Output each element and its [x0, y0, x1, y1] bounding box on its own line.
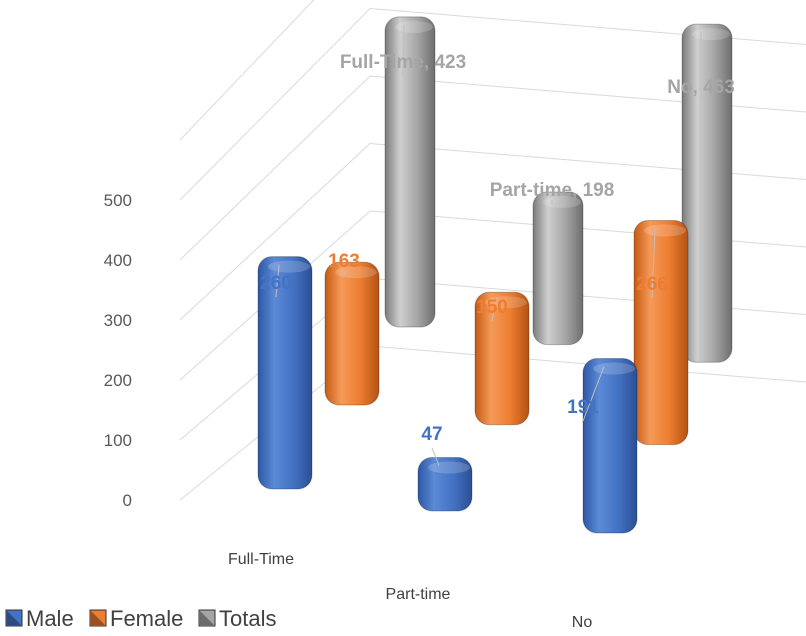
- category-label: No: [572, 614, 593, 631]
- gridline: [179, 7, 806, 201]
- data-label-female: 163: [328, 251, 360, 272]
- bar-male-0: [257, 256, 313, 490]
- bar-male-2: [582, 358, 638, 534]
- leader-line: [402, 24, 405, 77]
- y-tick-label: 0: [123, 491, 132, 510]
- x-axis: Full-Time Part-time No: [228, 551, 592, 631]
- y-axis: 0 100 200 300 400 500: [104, 191, 132, 510]
- y-tick-label: 500: [104, 191, 132, 210]
- data-labels: 260 47 191 163 150 266 Full-Time, 423 Part-time…: [260, 24, 735, 466]
- bar-female-0: [324, 261, 380, 406]
- legend-item-totals: Totals: [198, 606, 276, 631]
- legend-item-male: Male: [5, 606, 74, 631]
- legend-label: Female: [110, 606, 183, 631]
- y-tick-label: 200: [104, 371, 132, 390]
- gridline: [179, 142, 806, 321]
- data-label-female: 150: [476, 297, 508, 318]
- bar-female-1: [474, 291, 530, 426]
- legend-label: Male: [26, 606, 74, 631]
- leader-line: [343, 270, 347, 276]
- bar-totals-1: [532, 191, 584, 346]
- y-tick-label: 400: [104, 251, 132, 270]
- data-label-totals: No, 463: [667, 77, 735, 98]
- y-tick-label: 100: [104, 431, 132, 450]
- bar-male-1: [417, 457, 473, 512]
- data-label-male: 260: [260, 273, 292, 294]
- legend: Male Female Totals: [5, 606, 276, 631]
- plot-area: [257, 16, 733, 534]
- legend-label: Totals: [219, 606, 276, 631]
- legend-item-female: Female: [89, 606, 183, 631]
- leader-line: [651, 228, 656, 299]
- data-label-female: 266: [636, 274, 668, 295]
- bar-totals-2: [681, 23, 733, 363]
- y-tick-label: 300: [104, 311, 132, 330]
- category-label: Full-Time: [228, 551, 294, 568]
- leader-line: [275, 264, 280, 298]
- category-label: Part-time: [386, 586, 451, 603]
- bar-female-2: [633, 219, 689, 446]
- data-label-totals: Part-time, 198: [490, 180, 615, 201]
- gridline: [179, 0, 315, 141]
- data-label-male: 191: [567, 397, 599, 418]
- data-label-totals: Full-Time, 423: [340, 52, 466, 73]
- leader-line: [491, 300, 497, 322]
- gridlines: [179, 0, 806, 501]
- leader-line: [582, 366, 605, 422]
- leader-line: [431, 447, 440, 466]
- bar-totals-0: [384, 16, 436, 328]
- data-label-male: 47: [421, 424, 442, 445]
- gridline: [179, 75, 806, 261]
